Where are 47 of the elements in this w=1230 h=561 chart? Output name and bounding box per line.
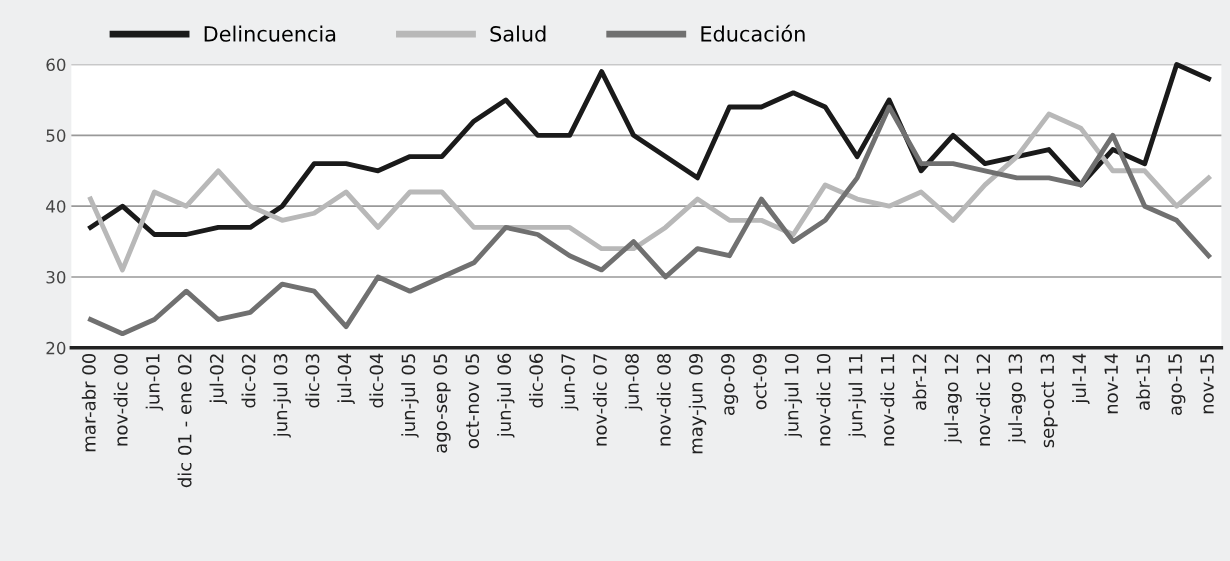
x-tick-label: abr-12 xyxy=(912,354,927,410)
x-tick-label: jun-jul 06 xyxy=(497,353,515,438)
x-tick-label: jul-04 xyxy=(337,353,355,404)
x-tick-label: jun-jul 03 xyxy=(273,354,291,438)
x-tick-label: nov-dic 11 xyxy=(880,354,895,446)
line-series xyxy=(88,62,1212,237)
x-tick-label: oct-09 xyxy=(752,353,767,410)
x-tick-label: abr-15 xyxy=(1135,354,1150,410)
x-tick-label: ago-09 xyxy=(721,353,739,415)
x-tick-label: jun-jul 11 xyxy=(848,354,866,438)
x-tick-label: jul-14 xyxy=(1072,353,1090,404)
x-tick-label: jun-01 xyxy=(145,354,164,411)
legend-label: Salud xyxy=(490,25,546,42)
legend-label: Delincuencia xyxy=(204,25,336,42)
x-tick-label: nov-14 xyxy=(1104,353,1119,414)
y-tick-label: 20 xyxy=(46,341,66,355)
x-tick-label: oct-nov 05 xyxy=(465,354,480,449)
x-tick-label: jun-jul 10 xyxy=(784,353,803,438)
x-tick-label: may-jun 09 xyxy=(688,353,707,454)
x-tick-label: dic 01 - ene 02 xyxy=(177,354,192,488)
x-tick-label: dic-03 xyxy=(305,354,320,408)
x-tick-label: ago-15 xyxy=(1168,354,1186,415)
x-tick-label: ago-sep 05 xyxy=(433,354,451,453)
line-series xyxy=(88,111,1212,273)
x-tick-label: jun-08 xyxy=(624,353,643,411)
x-tick-label: nov-dic 12 xyxy=(976,354,991,446)
x-tick-label: nov-15 xyxy=(1200,354,1214,414)
x-tick-label: nov-dic 07 xyxy=(592,354,607,446)
x-tick-label: nov-dic 00 xyxy=(113,353,128,446)
x-tick-label: nov-dic 08 xyxy=(656,353,671,446)
y-tick-label: 60 xyxy=(46,58,66,72)
x-tick-label: dic-04 xyxy=(369,353,384,408)
line-series xyxy=(88,104,1212,337)
x-tick-label: jun-07 xyxy=(560,354,579,411)
legend-label: Educación xyxy=(701,24,805,42)
y-tick-label: 40 xyxy=(46,200,66,213)
x-tick-label: jun-jul 05 xyxy=(401,354,419,438)
x-tick-label: jul-02 xyxy=(209,354,228,404)
x-tick-label: jul-ago 12 xyxy=(944,354,962,444)
x-tick-label: nov-dic 10 xyxy=(816,353,831,446)
x-tick-label: dic-06 xyxy=(529,353,543,408)
y-tick-label: 30 xyxy=(46,270,66,284)
x-tick-label: sep-oct 13 xyxy=(1040,354,1058,448)
x-tick-label: dic-02 xyxy=(241,354,256,408)
x-tick-label: jul-ago 13 xyxy=(1008,354,1026,444)
y-tick-label: 50 xyxy=(46,129,66,142)
x-tick-label: mar-abr 00 xyxy=(81,353,96,452)
